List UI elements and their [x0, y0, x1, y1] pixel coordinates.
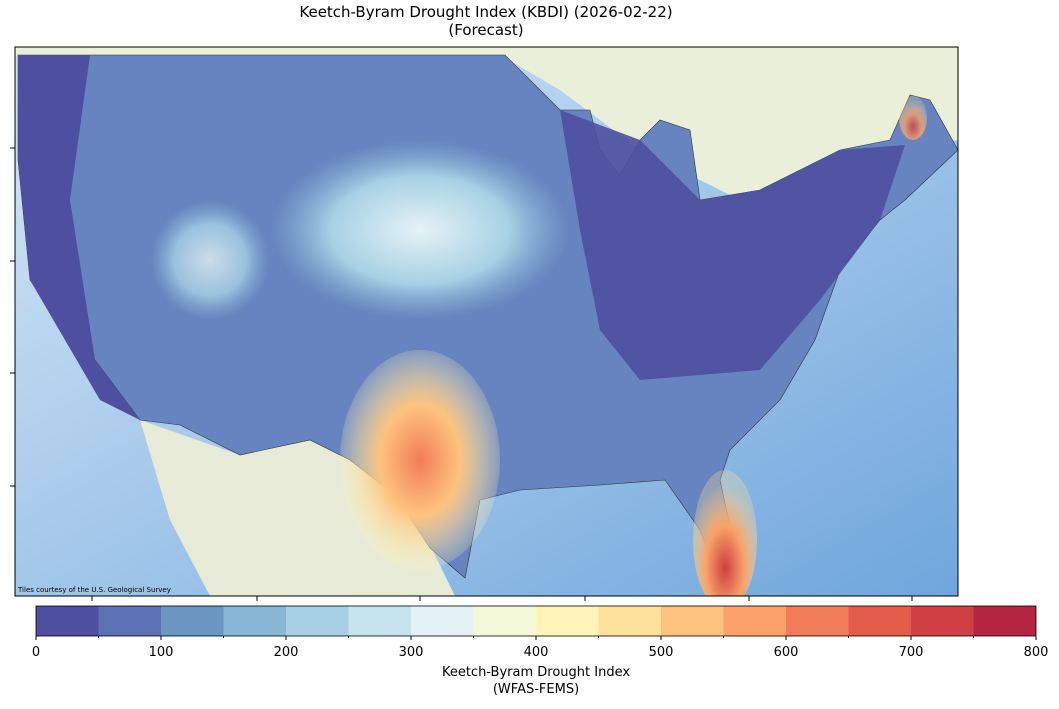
basin — [150, 200, 270, 320]
map: Tiles courtesy of the U.S. Geological Su… — [15, 47, 958, 596]
colorbar-label: Keetch-Byram Drought Index — [442, 665, 630, 680]
colorbar-tick-label: 800 — [1024, 645, 1049, 660]
colorbar-tick-label: 100 — [149, 645, 174, 660]
colorbar-segment — [411, 606, 474, 636]
plains — [270, 140, 570, 320]
colorbar-segment — [536, 606, 599, 636]
colorbar-segment — [786, 606, 849, 636]
colorbar-tick-label: 400 — [524, 645, 549, 660]
colorbar-segment — [848, 606, 911, 636]
colorbar-segment — [473, 606, 536, 636]
canada — [15, 47, 958, 200]
attribution: Tiles courtesy of the U.S. Geological Su… — [17, 586, 171, 594]
colorbar-tick-label: 600 — [774, 645, 799, 660]
colorbar-segment — [973, 606, 1036, 636]
west-coast — [18, 55, 140, 420]
colorbar-label: (WFAS-FEMS) — [493, 682, 579, 697]
colorbar: 0 100 200 300 400 500 600 700 800 — [32, 605, 1049, 660]
colorbar-segment — [723, 606, 786, 636]
colorbar-segment — [36, 606, 99, 636]
east — [560, 110, 905, 380]
maine-spot — [899, 96, 927, 140]
colorbar-segment — [286, 606, 349, 636]
colorbar-tick-label: 200 — [274, 645, 299, 660]
colorbar-segment — [661, 606, 724, 636]
colorbar-tick-label: 500 — [649, 645, 674, 660]
colorbar-segment — [911, 606, 974, 636]
texas — [340, 350, 500, 570]
title: Keetch-Byram Drought Index (KBDI) (2026-… — [299, 3, 672, 39]
colorbar-segment — [161, 606, 224, 636]
colorbar-tick-label: 300 — [399, 645, 424, 660]
colorbar-segment — [223, 606, 286, 636]
title-line: (Forecast) — [448, 21, 523, 39]
title-line: Keetch-Byram Drought Index (KBDI) (2026-… — [299, 3, 672, 21]
colorbar-segment — [98, 606, 161, 636]
colorbar-tick-label: 0 — [32, 645, 40, 660]
map-axis-ticks — [10, 147, 913, 601]
map-frame — [14, 46, 959, 597]
colorbar-tick-label: 700 — [899, 645, 924, 660]
florida — [693, 470, 757, 596]
colorbar-segment — [598, 606, 661, 636]
colorbar-segment — [348, 606, 411, 636]
